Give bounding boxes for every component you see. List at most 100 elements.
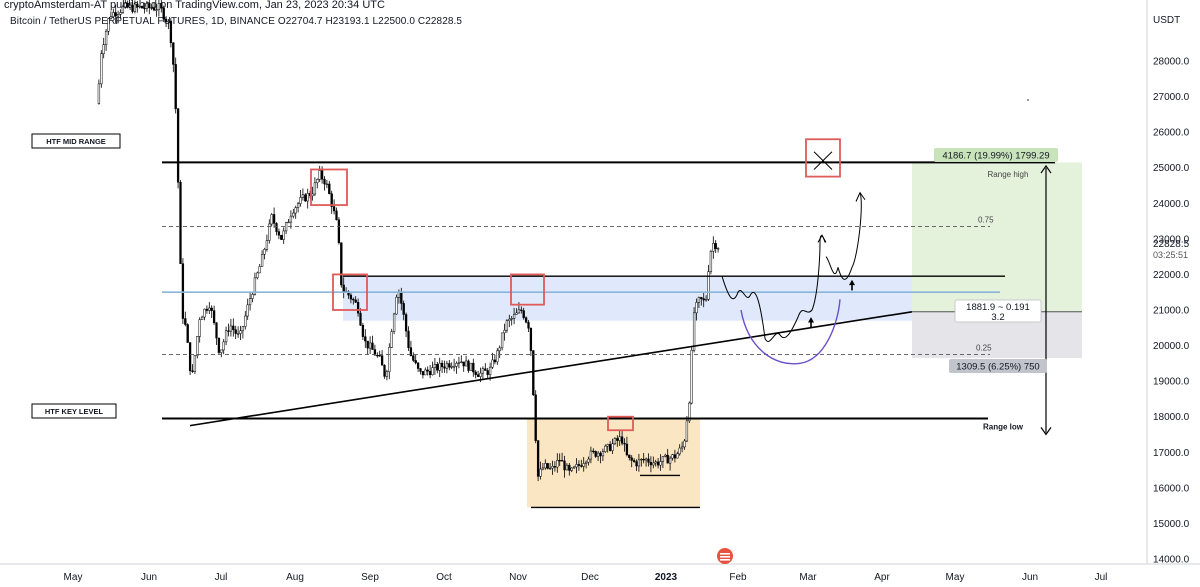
candle-body <box>486 370 489 375</box>
candle-body <box>692 312 696 351</box>
candle-body <box>352 298 355 301</box>
price-axis[interactable]: USDT 14000.0 15000.0 16000.0 17000.0 18000.0… <box>1146 0 1190 566</box>
candle-body <box>289 215 293 223</box>
candle-body <box>484 368 487 371</box>
stop-label-box <box>949 359 1047 373</box>
candle-body <box>565 464 569 471</box>
candle-body <box>100 53 103 85</box>
candle-body <box>282 230 285 240</box>
time-tick-label: Dec <box>581 572 599 583</box>
candle-body <box>385 371 389 377</box>
candle-body <box>464 360 468 367</box>
candle-body <box>176 108 180 183</box>
stop-label: 1309.5 (6.25%) 750 <box>956 362 1039 373</box>
marker-dot <box>1027 99 1029 101</box>
candle-body <box>496 350 499 363</box>
candle-body <box>491 359 494 368</box>
candle-body <box>342 284 345 293</box>
candle-body <box>364 336 367 342</box>
candle-body <box>608 444 612 451</box>
candle-body <box>424 369 427 376</box>
candle-body <box>505 320 509 331</box>
candle-body <box>628 454 631 459</box>
candle-body <box>568 464 571 471</box>
candle-body <box>136 3 139 7</box>
candle-body <box>128 4 132 8</box>
candle-body <box>582 463 585 467</box>
candle-body <box>366 340 369 349</box>
candle-body <box>606 444 609 447</box>
candle-body <box>246 304 249 317</box>
price-tick-label: 23000.0 <box>1153 234 1190 245</box>
rising-trendline <box>189 310 913 427</box>
candle-body <box>239 330 242 334</box>
candle-body <box>500 332 504 349</box>
candle-body <box>179 181 182 264</box>
candle-body <box>301 194 305 198</box>
time-tick-label: Oct <box>436 572 452 583</box>
time-tick-label: Apr <box>874 572 890 583</box>
candle-body <box>241 326 245 332</box>
candle-body <box>268 223 271 241</box>
candle-body <box>529 327 533 351</box>
candle-body <box>181 263 185 319</box>
candle-body <box>313 182 317 195</box>
candle-body <box>104 30 108 45</box>
candle-body <box>186 324 189 343</box>
candle-body <box>563 460 566 471</box>
candle-body <box>328 183 331 194</box>
candle-body <box>436 364 439 371</box>
htf-mid-range-label: HTF MID RANGE <box>31 133 121 149</box>
range-high-label: Range high <box>988 170 1029 179</box>
candle-body <box>390 331 393 348</box>
candle-body <box>378 355 381 357</box>
candle-body <box>584 461 588 464</box>
price-tick-label: 25000.0 <box>1153 163 1190 174</box>
candle-body <box>508 318 511 322</box>
rejection-x-mark <box>813 151 833 170</box>
time-tick-label: Mar <box>799 572 817 583</box>
candle-body <box>488 366 492 375</box>
candle-body <box>510 318 513 320</box>
candle-body <box>299 197 302 204</box>
candle-body <box>683 440 686 448</box>
candle-body <box>640 458 643 461</box>
candle-body <box>356 302 360 314</box>
candle-body <box>234 329 237 334</box>
up-arrow-head <box>808 317 814 323</box>
time-axis[interactable]: May Jun Jul Aug Sep Oct Nov Dec 2023 Feb Mar Apr May… <box>0 563 1200 583</box>
candle-body <box>256 272 259 279</box>
candle-body <box>666 454 669 464</box>
candle-body <box>97 83 101 104</box>
candle-body <box>671 454 674 459</box>
last-price-value: 22828.5 <box>1153 239 1190 250</box>
candle-body <box>476 374 480 377</box>
candle-body <box>587 458 590 463</box>
candle-body <box>659 461 662 466</box>
candle-body <box>323 178 326 185</box>
candle-body <box>712 243 715 252</box>
candle-body <box>548 467 552 470</box>
candle-body <box>184 318 187 325</box>
price-tick-label: 17000.0 <box>1153 448 1190 459</box>
price-tick-label: 28000.0 <box>1153 57 1190 68</box>
candle-body <box>200 316 204 320</box>
candle-body <box>455 363 458 367</box>
candle-body <box>414 360 417 364</box>
candle-body <box>145 3 149 9</box>
htf-mid-range-label-box <box>31 133 121 149</box>
candle-body <box>164 18 168 22</box>
candle-body <box>248 298 252 306</box>
candle-body <box>512 314 516 319</box>
candle-body <box>532 350 535 396</box>
time-tick-label: Jul <box>215 572 228 583</box>
candle-body <box>668 457 672 464</box>
candle-body <box>709 251 713 272</box>
candle-body <box>112 12 115 17</box>
candle-body <box>210 307 213 311</box>
candle-body <box>678 447 681 455</box>
bar-countdown: 03:25:51 <box>1153 250 1188 260</box>
target-label: 4186.7 (19.99%) 1799.29 <box>942 151 1049 162</box>
candle-body <box>229 325 233 332</box>
